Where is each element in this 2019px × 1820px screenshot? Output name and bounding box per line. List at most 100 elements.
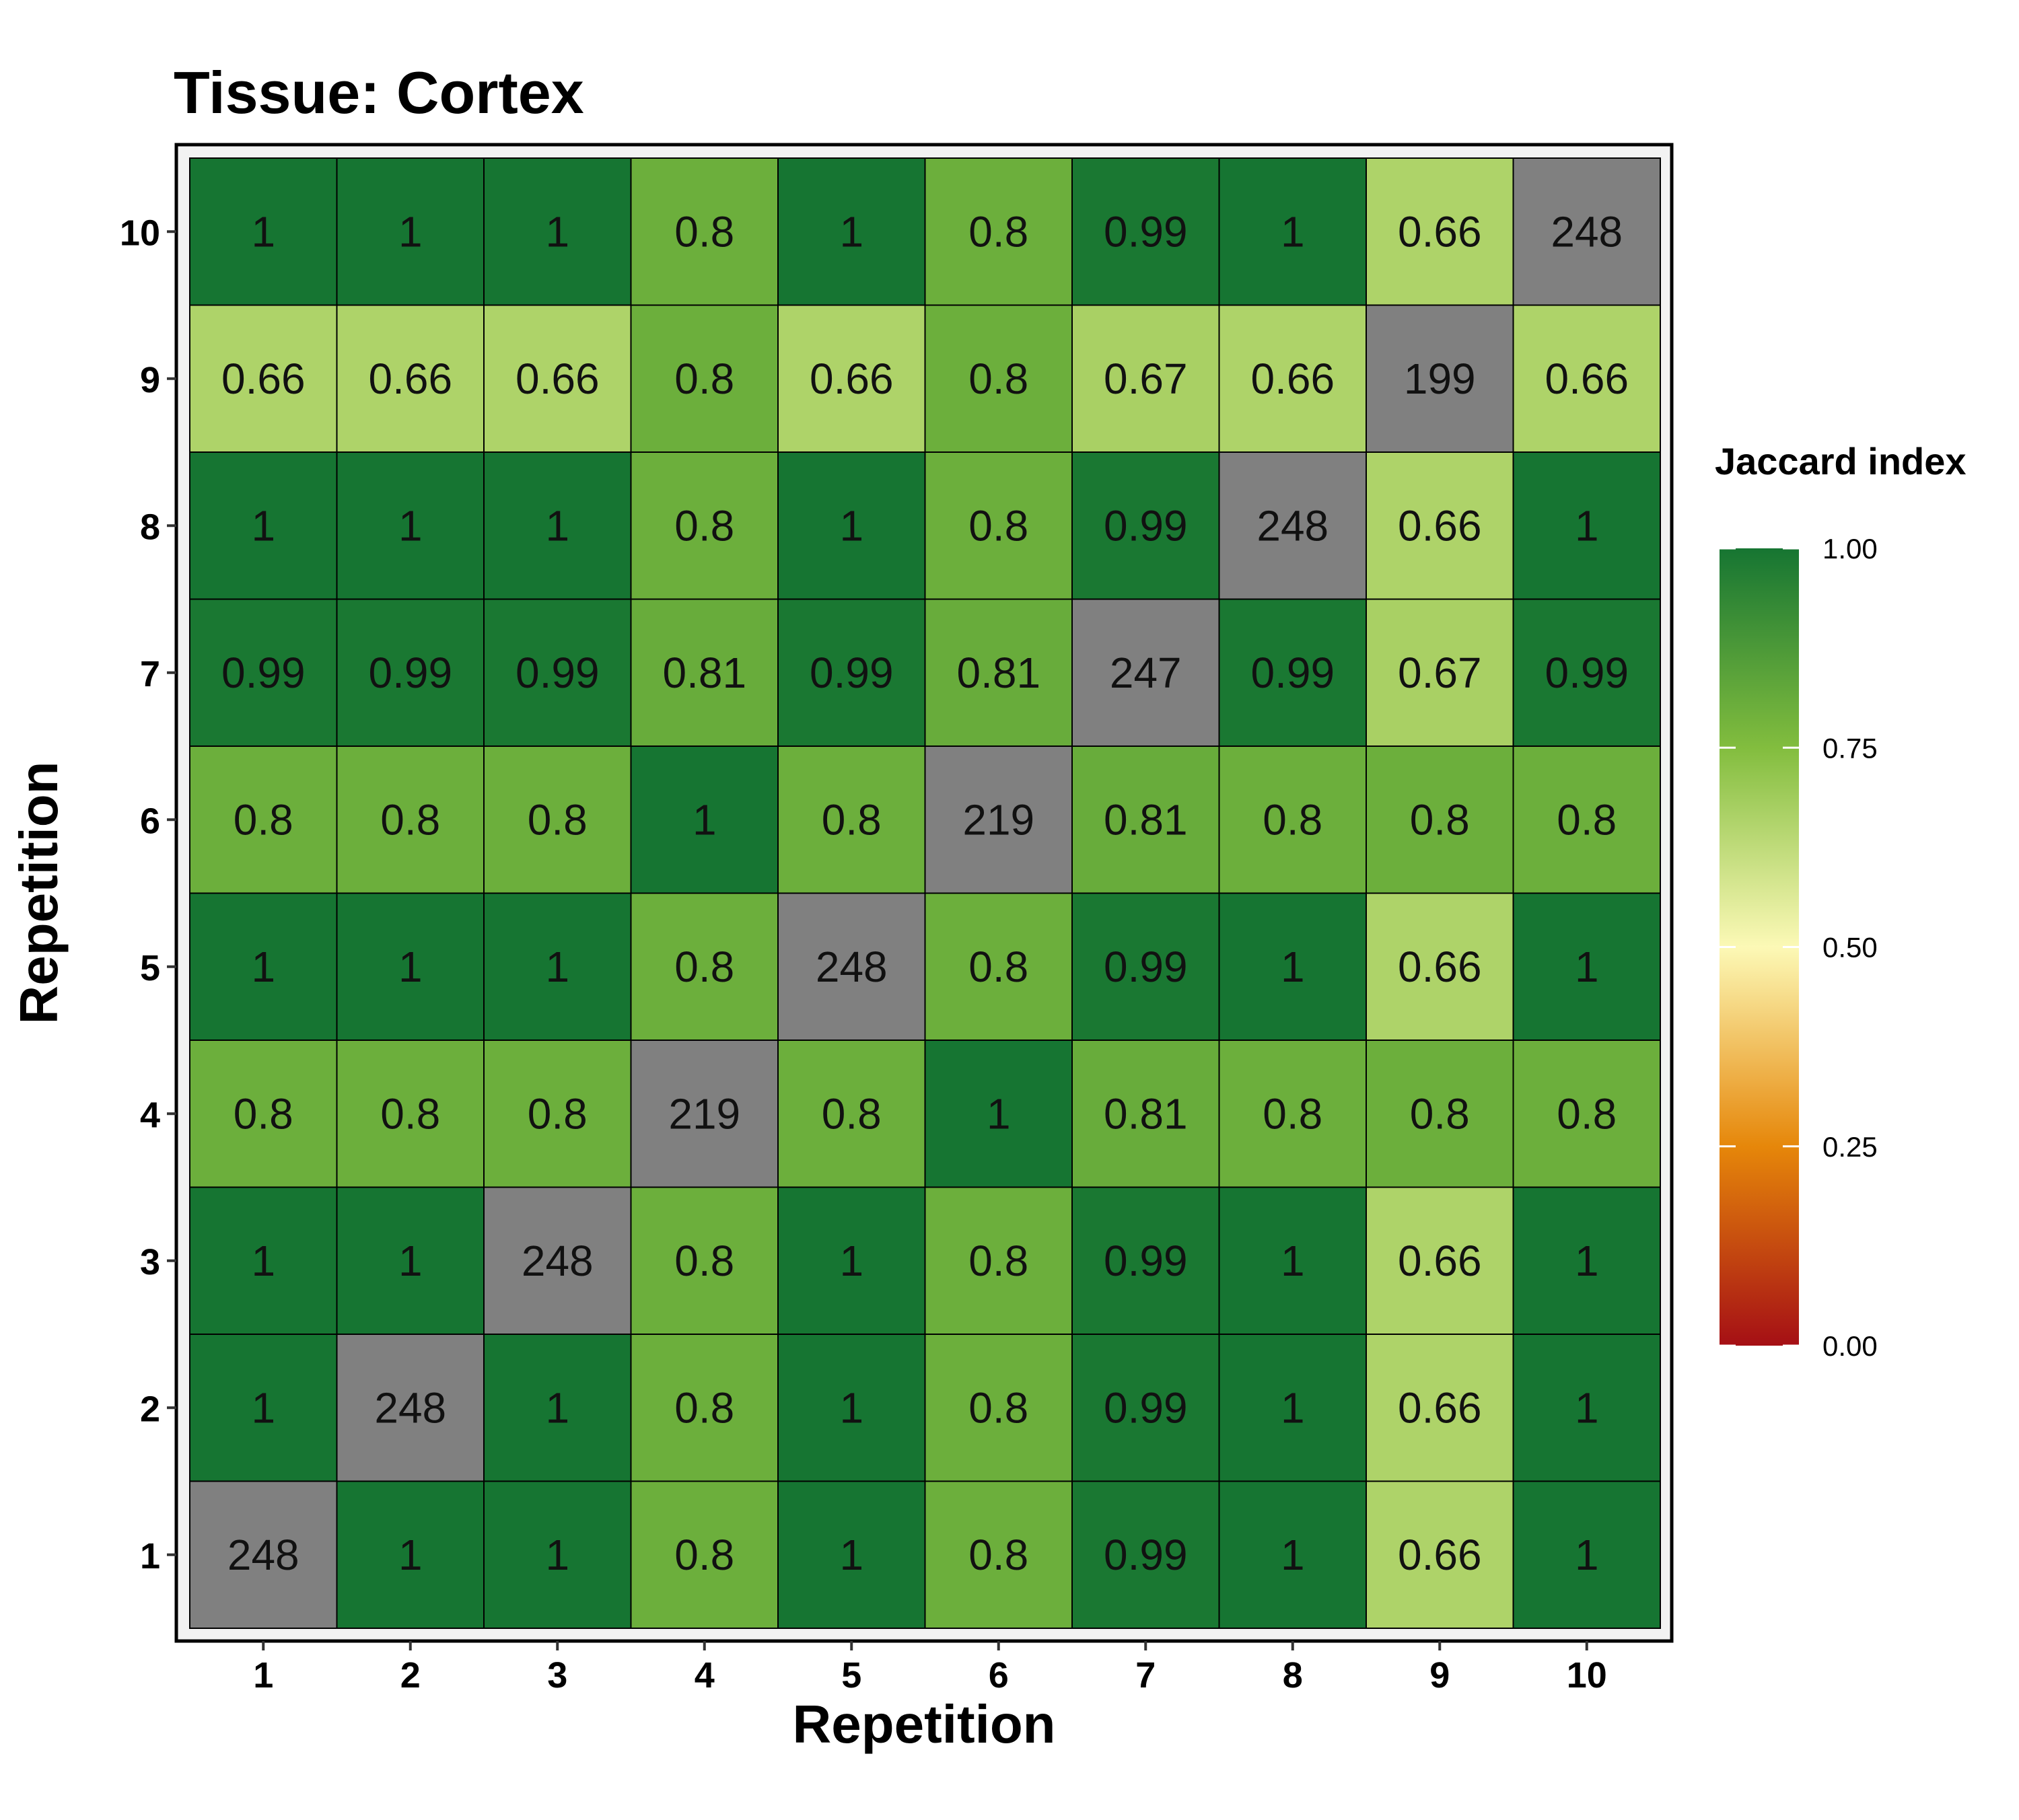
heatmap-cell	[1366, 598, 1514, 747]
cell-value-label: 1	[839, 1531, 863, 1579]
heatmap-cell	[1512, 1334, 1661, 1482]
heatmap-cell	[1512, 745, 1661, 894]
y-tick-label: 4	[140, 1095, 160, 1135]
x-tick-label: 8	[1283, 1655, 1303, 1696]
heatmap-cell	[336, 892, 485, 1041]
heatmap-cell	[483, 1186, 632, 1335]
heatmap-cell	[1512, 598, 1661, 747]
cell-value-label: 247	[1110, 649, 1182, 697]
cell-value-label: 1	[1281, 1383, 1305, 1432]
cell-value-label: 0.8	[674, 207, 734, 256]
heatmap-cell	[483, 745, 632, 894]
heatmap-cell	[630, 1334, 779, 1482]
heatmap-cell	[483, 304, 632, 453]
heatmap-cell	[924, 1480, 1073, 1629]
cell-value-label: 0.8	[1410, 1089, 1470, 1138]
heatmap-cell	[1218, 1186, 1367, 1335]
cell-value-label: 248	[1551, 207, 1623, 256]
cell-value-label: 1	[1281, 1531, 1305, 1579]
cell-value-label: 0.99	[1104, 943, 1188, 991]
heatmap-cell	[1071, 157, 1220, 306]
heatmap-cell	[336, 1334, 485, 1482]
heatmap-cell	[1512, 1040, 1661, 1188]
heatmap-cell	[777, 1334, 926, 1482]
x-tick-label: 6	[989, 1655, 1009, 1696]
cell-value-label: 0.81	[662, 649, 746, 697]
cell-value-label: 1	[693, 795, 717, 844]
cell-value-label: 0.8	[968, 1531, 1028, 1579]
cell-value-label: 0.99	[221, 649, 306, 697]
heatmap-cell	[1071, 1480, 1220, 1629]
cell-value-label: 0.66	[1398, 1383, 1482, 1432]
cell-value-label: 1	[251, 1383, 275, 1432]
heatmap-cell	[1366, 1480, 1514, 1629]
cell-value-label: 0.81	[956, 649, 1040, 697]
x-axis-ticks: 1 2 3 4 5 6 7 8 9 10	[253, 1641, 1607, 1696]
cell-value-label: 1	[839, 1237, 863, 1285]
heatmap-cell	[483, 157, 632, 306]
x-tick-label: 4	[695, 1655, 715, 1696]
chart-title: Tissue: Cortex	[174, 59, 584, 126]
heatmap-cell	[1366, 892, 1514, 1041]
heatmap-cell	[777, 1186, 926, 1335]
cell-value-label: 1	[987, 1089, 1011, 1138]
cell-value-label: 0.99	[1104, 207, 1188, 256]
cell-value-label: 1	[545, 1531, 569, 1579]
cell-value-label: 0.81	[1104, 1089, 1188, 1138]
heatmap-cell	[336, 1480, 485, 1629]
cell-value-label: 1	[1575, 1383, 1599, 1432]
cell-value-label: 0.8	[234, 795, 293, 844]
cell-value-label: 0.8	[674, 355, 734, 403]
cell-value-label: 0.8	[234, 1089, 293, 1138]
cell-value-label: 219	[668, 1089, 740, 1138]
heatmap-cell	[777, 892, 926, 1041]
heatmap-cell	[483, 1334, 632, 1482]
x-tick-label: 7	[1135, 1655, 1156, 1696]
heatmap-cell	[483, 1480, 632, 1629]
heatmap-cell	[1218, 1040, 1367, 1188]
legend-ticks: 0.00 0.25 0.50 0.75 1.00	[1720, 533, 1878, 1362]
heatmap-cell	[924, 892, 1073, 1041]
heatmap-cells: 248 1 1 0.8 1 0.8 0.99 1 0.66 11 248 1 0.8 1 0.8 0.99 1 0…	[189, 157, 1661, 1629]
cell-value-label: 0.99	[1250, 649, 1335, 697]
heatmap-cell	[1366, 304, 1514, 453]
cell-value-label: 1	[251, 207, 275, 256]
heatmap-cell	[777, 1480, 926, 1629]
cell-value-label: 1	[1281, 1237, 1305, 1285]
heatmap-cell	[1512, 451, 1661, 600]
cell-value-label: 248	[816, 943, 888, 991]
heatmap-cell	[1366, 157, 1514, 306]
y-axis-ticks: 1 2 3 4 5 6 7 8 9 10	[120, 213, 176, 1576]
cell-value-label: 0.66	[221, 355, 306, 403]
heatmap-cell	[1512, 1480, 1661, 1629]
cell-value-label: 0.66	[368, 355, 452, 403]
cell-value-label: 0.99	[1545, 649, 1629, 697]
cell-value-label: 0.8	[968, 355, 1028, 403]
y-tick-label: 8	[140, 507, 160, 547]
x-tick-label: 2	[400, 1655, 421, 1696]
heatmap-cell	[336, 1040, 485, 1188]
cell-value-label: 0.66	[1250, 355, 1335, 403]
y-tick-label: 7	[140, 654, 160, 694]
heatmap-cell	[1512, 304, 1661, 453]
cell-value-label: 0.8	[1410, 795, 1470, 844]
heatmap-cell	[924, 1334, 1073, 1482]
cell-value-label: 0.8	[674, 1237, 734, 1285]
heatmap-cell	[1071, 451, 1220, 600]
heatmap-cell	[1512, 892, 1661, 1041]
heatmap-cell	[924, 1040, 1073, 1188]
heatmap-cell	[336, 451, 485, 600]
cell-value-label: 0.81	[1104, 795, 1188, 844]
heatmap-cell	[630, 745, 779, 894]
heatmap-cell	[630, 1186, 779, 1335]
heatmap-cell	[336, 598, 485, 747]
cell-value-label: 0.8	[968, 943, 1028, 991]
legend-tick-label: 0.50	[1822, 932, 1878, 963]
heatmap-cell	[1366, 745, 1514, 894]
cell-value-label: 0.8	[822, 1089, 882, 1138]
cell-value-label: 0.8	[1557, 795, 1617, 844]
cell-value-label: 1	[251, 1237, 275, 1285]
heatmap-cell	[189, 157, 338, 306]
cell-value-label: 0.99	[1104, 1383, 1188, 1432]
cell-value-label: 1	[251, 501, 275, 550]
